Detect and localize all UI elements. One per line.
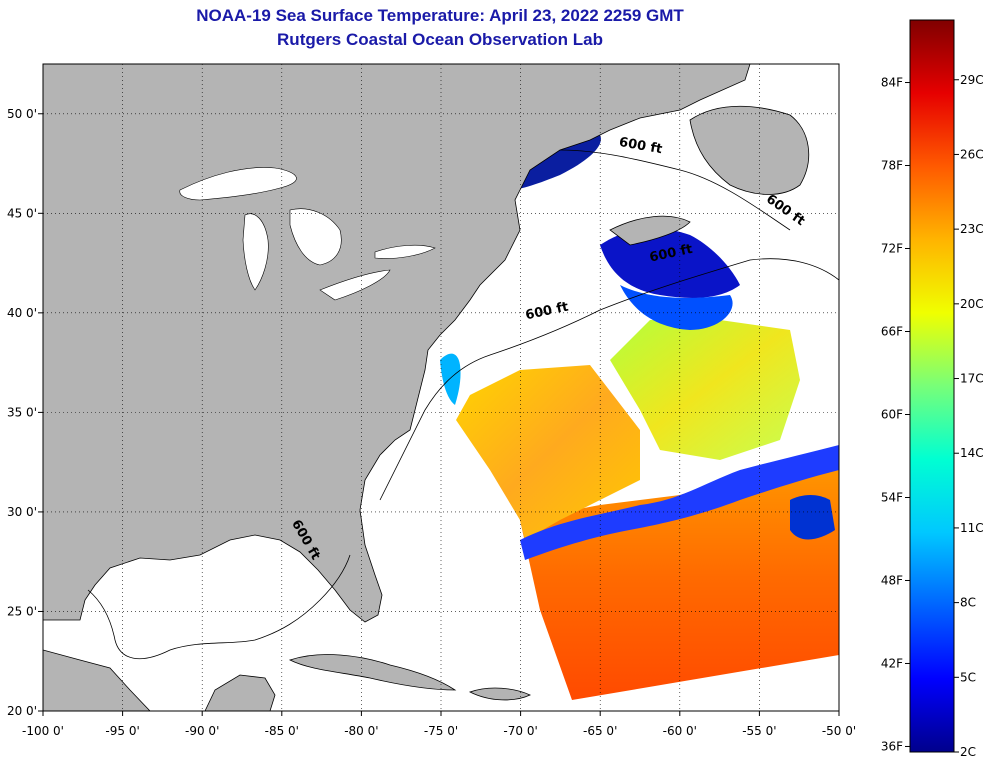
sst-cold-gulf-maine: [620, 285, 733, 330]
sst-cyan-coast: [440, 353, 461, 405]
map-title: NOAA-19 Sea Surface Temperature: April 2…: [196, 6, 684, 25]
sst-cold-patches: [790, 495, 835, 540]
cuba-land: [288, 654, 457, 691]
colorbar-c-label: 23C: [960, 222, 984, 236]
longitude-tick-labels: -100 0' -95 0' -90 0' -85 0' -80 0' -75 0' -70…: [22, 724, 856, 738]
atlantic-shelf-contour: [379, 258, 839, 501]
map-frame: [42, 63, 840, 712]
colorbar-c-label: 14C: [960, 446, 984, 460]
colorbar-c-label: 8C: [960, 596, 976, 610]
lon-tick-label: -65 0': [583, 724, 617, 738]
colorbar-labels: 36F 42F 48F 54F 60F 66F 72F 78F 84F 2C 5C 8C 11C 14C 1…: [881, 73, 984, 759]
lat-tick-label: 40 0': [7, 306, 37, 320]
colorbar-c-label: 11C: [960, 521, 984, 535]
sst-cold-band: [520, 445, 839, 560]
map-content: [43, 64, 839, 711]
lon-tick-label: -95 0': [105, 724, 139, 738]
lake-erie-ontario: [319, 244, 436, 301]
gulf-shelf-contour: [87, 554, 351, 659]
lon-tick-label: -85 0': [265, 724, 299, 738]
sst-yellow-region: [456, 365, 640, 540]
hispaniola-land: [468, 687, 531, 701]
lat-tick-label: 30 0': [7, 505, 37, 519]
lon-tick-label: -70 0': [503, 724, 537, 738]
colorbar-f-label: 72F: [881, 242, 903, 256]
yucatan-peninsula: [204, 674, 276, 711]
colorbar-c-label: 20C: [960, 297, 984, 311]
colorbar-f-label: 36F: [881, 739, 903, 753]
sst-cold-north: [600, 228, 740, 298]
north-america-land: [43, 64, 751, 623]
lat-tick-label: 20 0': [7, 704, 37, 718]
colorbar-c-label: 2C: [960, 745, 976, 759]
lon-tick-label: -50 0': [822, 724, 856, 738]
mexico-yucatan-land: [43, 649, 151, 711]
colorbar-c-label: 29C: [960, 73, 984, 87]
nova-scotia-newfoundland-land: [689, 105, 810, 195]
lat-tick-label: 25 0': [7, 604, 37, 618]
lake-superior: [179, 167, 297, 201]
lon-tick-label: -55 0': [742, 724, 776, 738]
lon-tick-label: -100 0': [22, 724, 64, 738]
colorbar-f-label: 48F: [881, 573, 903, 587]
nova-scotia-land: [609, 215, 691, 246]
colorbar-f-label: 84F: [881, 76, 903, 90]
colorbar-f-label: 66F: [881, 325, 903, 339]
colorbar-f-label: 54F: [881, 490, 903, 504]
lat-tick-label: 45 0': [7, 206, 37, 220]
latitude-tick-labels: 20 0' 25 0' 30 0' 35 0' 40 0' 45 0' 50 0': [7, 107, 37, 718]
lat-tick-label: 35 0': [7, 405, 37, 419]
colorbar-c-label: 17C: [960, 372, 984, 386]
sst-green-region: [610, 320, 800, 460]
lon-tick-label: -60 0': [663, 724, 697, 738]
colorbar-f-label: 42F: [881, 656, 903, 670]
lon-tick-label: -90 0': [185, 724, 219, 738]
lon-tick-label: -80 0': [344, 724, 378, 738]
colorbar-c-label: 26C: [960, 147, 984, 161]
lon-tick-label: -75 0': [424, 724, 458, 738]
stlawrence-contour: [559, 149, 791, 231]
map-subtitle: Rutgers Coastal Ocean Observation Lab: [277, 30, 603, 49]
colorbar: [909, 19, 955, 753]
contour-label-600ft: 600 ft: [618, 135, 663, 157]
colorbar-c-label: 5C: [960, 670, 976, 684]
colorbar-f-label: 78F: [881, 159, 903, 173]
colorbar-f-label: 60F: [881, 407, 903, 421]
lat-tick-label: 50 0': [7, 107, 37, 121]
